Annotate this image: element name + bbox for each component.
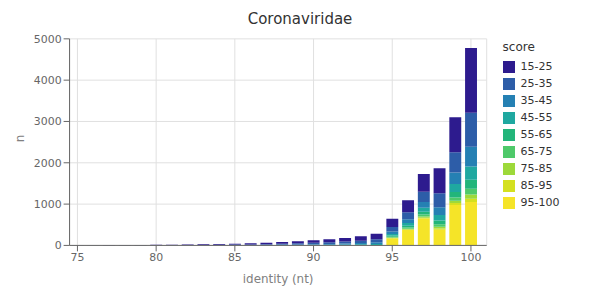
- html-text:score: score: [502, 40, 535, 54]
- svg-text:n: n: [13, 135, 27, 143]
- svg-text:2000: 2000: [34, 157, 62, 170]
- svg-text:identity (nt): identity (nt): [243, 272, 314, 286]
- svg-text:4000: 4000: [34, 74, 62, 87]
- svg-text:5000: 5000: [34, 33, 62, 46]
- html-text:Coronaviridae: Coronaviridae: [247, 10, 353, 28]
- html-text:65-75: 65-75: [520, 145, 553, 158]
- svg-text:75: 75: [70, 251, 84, 264]
- html-text:95-100: 95-100: [520, 196, 560, 209]
- svg-text:100: 100: [461, 251, 482, 264]
- html-text:85-95: 85-95: [520, 179, 553, 192]
- html-text:25-35: 25-35: [520, 77, 553, 90]
- svg-text:85: 85: [228, 251, 242, 264]
- svg-text:1000: 1000: [34, 198, 62, 211]
- html-text:15-25: 15-25: [520, 60, 553, 73]
- svg-text:95: 95: [385, 251, 399, 264]
- svg-text:0: 0: [55, 239, 62, 252]
- html-text:35-45: 35-45: [520, 94, 553, 107]
- svg-text:3000: 3000: [34, 115, 62, 128]
- html-text:55-65: 55-65: [520, 128, 553, 141]
- svg-text:90: 90: [307, 251, 321, 264]
- html-text:75-85: 75-85: [520, 162, 553, 175]
- svg-text:80: 80: [149, 251, 163, 264]
- html-text:45-55: 45-55: [520, 111, 553, 124]
